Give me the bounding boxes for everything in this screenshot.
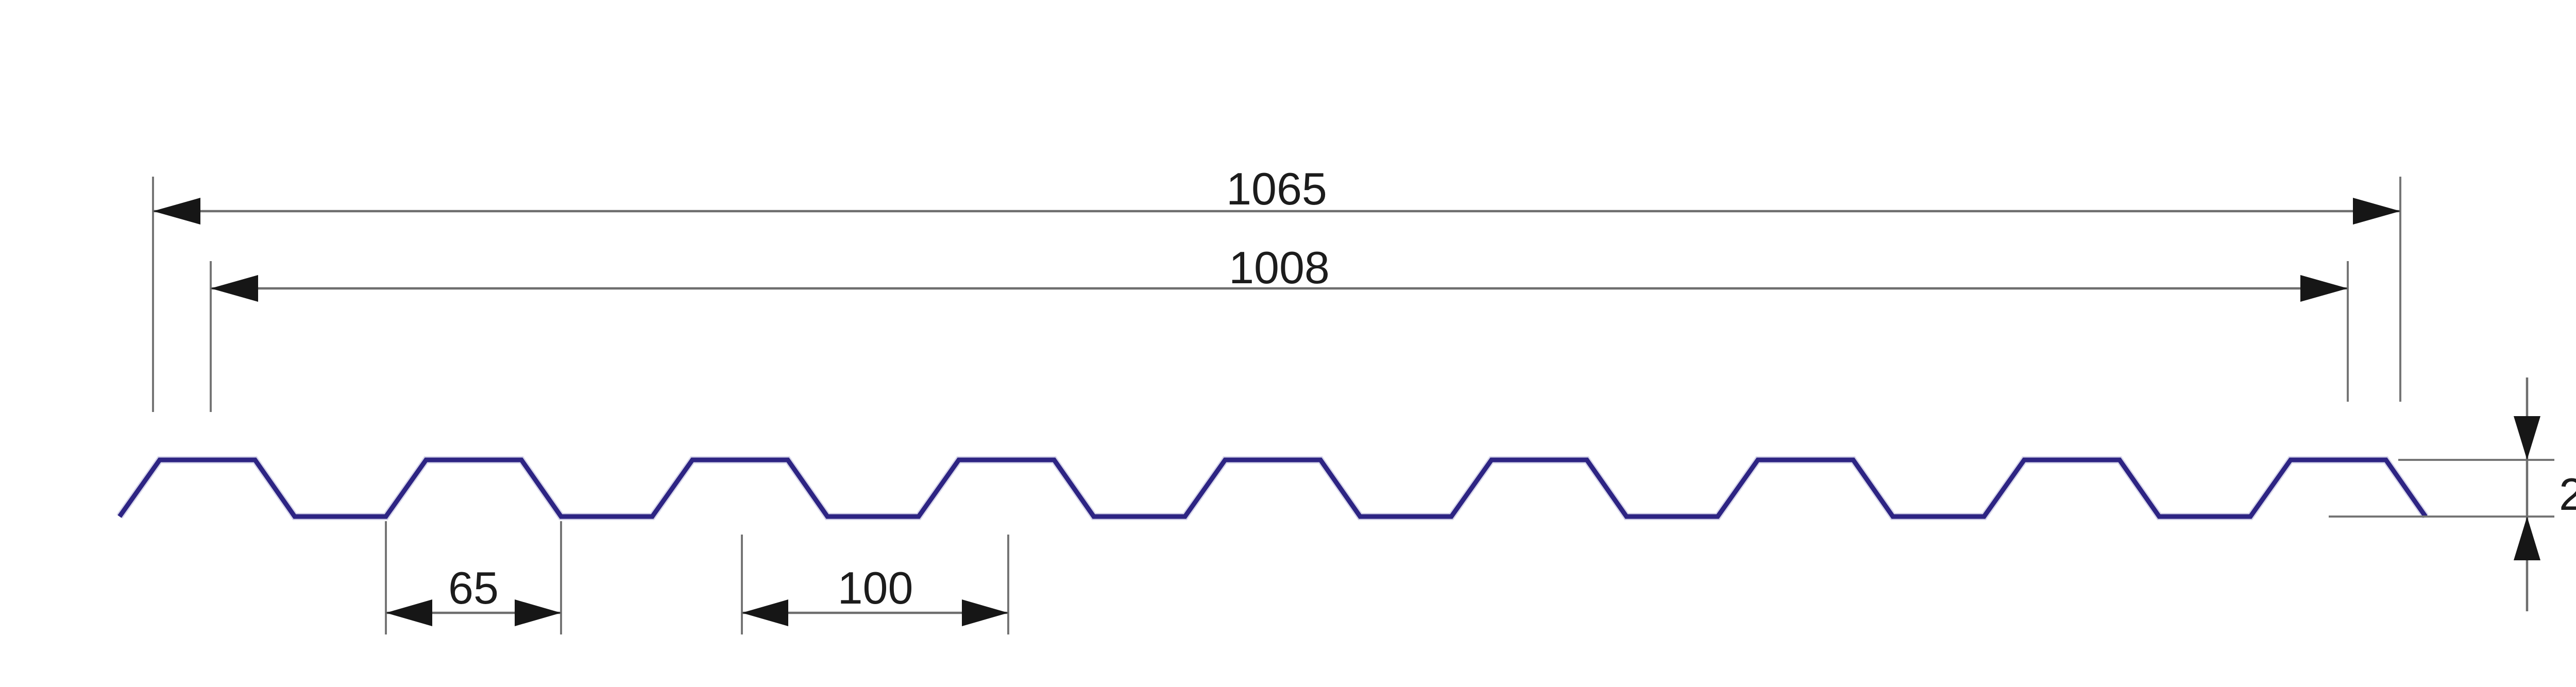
working-width-value: 1008 [1229, 242, 1330, 293]
arrow-left-overall [153, 198, 200, 225]
profile-height-value: 21 мм [2559, 469, 2576, 520]
arrow-right-rib [515, 599, 561, 626]
overall-width-value: 1065 [1226, 163, 1327, 214]
wave-pitch-value: 100 [838, 562, 913, 613]
arrow-down-height [2514, 416, 2540, 460]
arrow-right-pitch [962, 599, 1008, 626]
rib-bottom-width-value: 65 [448, 562, 499, 613]
arrow-left-rib [386, 599, 432, 626]
arrow-up-height [2514, 517, 2540, 560]
arrow-left-working [211, 275, 258, 302]
linework-layer [116, 177, 2554, 634]
arrow-right-working [2300, 275, 2348, 302]
arrow-right-overall [2353, 198, 2400, 225]
profile-outline [117, 457, 2428, 519]
arrow-left-pitch [742, 599, 788, 626]
dimension-labels-layer: 1065 1008 65 100 21 мм [448, 163, 2576, 613]
profile-outline-halo [116, 456, 2429, 520]
